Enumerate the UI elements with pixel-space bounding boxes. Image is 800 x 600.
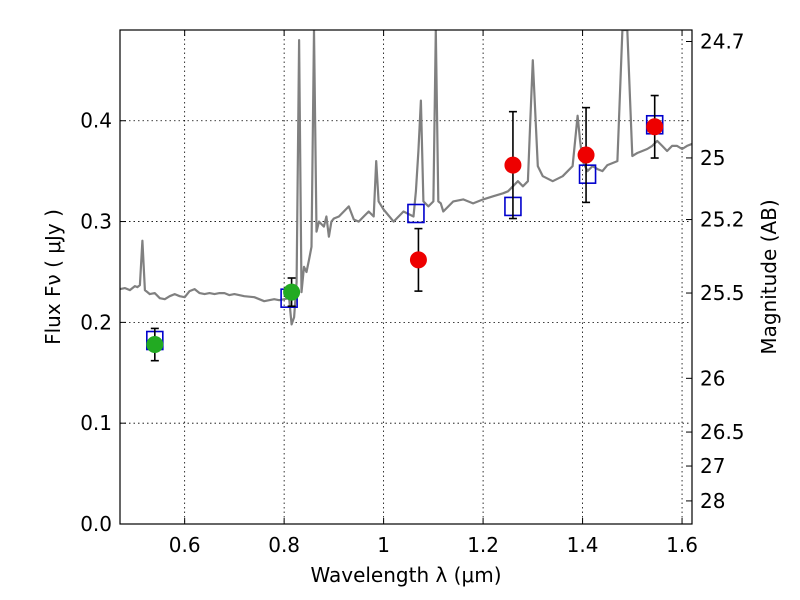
observed-data-point	[283, 283, 301, 301]
right-tick-label: 26	[700, 366, 725, 390]
x-axis-label: Wavelength λ (μm)	[310, 563, 501, 587]
right-axis-label: Magnitude (AB)	[757, 199, 781, 354]
observed-data-point	[409, 251, 427, 269]
y-tick-label: 0.3	[80, 210, 112, 234]
axis-ticks: 0.6 0.8 1 1.2 1.4 1.6 0.0 0.1 0.2 0.3 0.4 24.7 25 25.…	[80, 29, 744, 557]
observed-data-point	[504, 156, 522, 174]
plot-frame	[119, 29, 693, 525]
model-photometry-square	[407, 203, 425, 224]
observed-data-point	[646, 118, 664, 136]
x-tick-label: 1.6	[666, 533, 698, 557]
right-tick-label: 25.5	[700, 281, 745, 305]
x-tick-label: 1.4	[567, 533, 599, 557]
right-tick-label: 25	[700, 146, 725, 170]
right-tick-label: 26.5	[700, 420, 745, 444]
x-tick-label: 1	[377, 533, 390, 557]
y-tick-label: 0.0	[80, 512, 112, 536]
x-tick-label: 0.6	[169, 533, 201, 557]
y-axis-label: Flux Fν ( μJy )	[41, 209, 65, 345]
right-tick-label: 27	[700, 454, 725, 478]
y-tick-label: 0.4	[80, 109, 112, 133]
right-tick-label: 25.2	[700, 208, 745, 232]
observed-data-point	[577, 146, 595, 164]
y-tick-label: 0.2	[80, 310, 112, 334]
y-tick-label: 0.1	[80, 411, 112, 435]
x-tick-label: 1.2	[467, 533, 499, 557]
model-photometry-square	[578, 164, 597, 184]
plot-area	[120, 30, 692, 362]
right-tick-label: 24.7	[700, 29, 745, 53]
observed-data-point	[146, 336, 164, 354]
x-tick-label: 0.8	[268, 533, 300, 557]
right-tick-label: 28	[700, 489, 725, 513]
